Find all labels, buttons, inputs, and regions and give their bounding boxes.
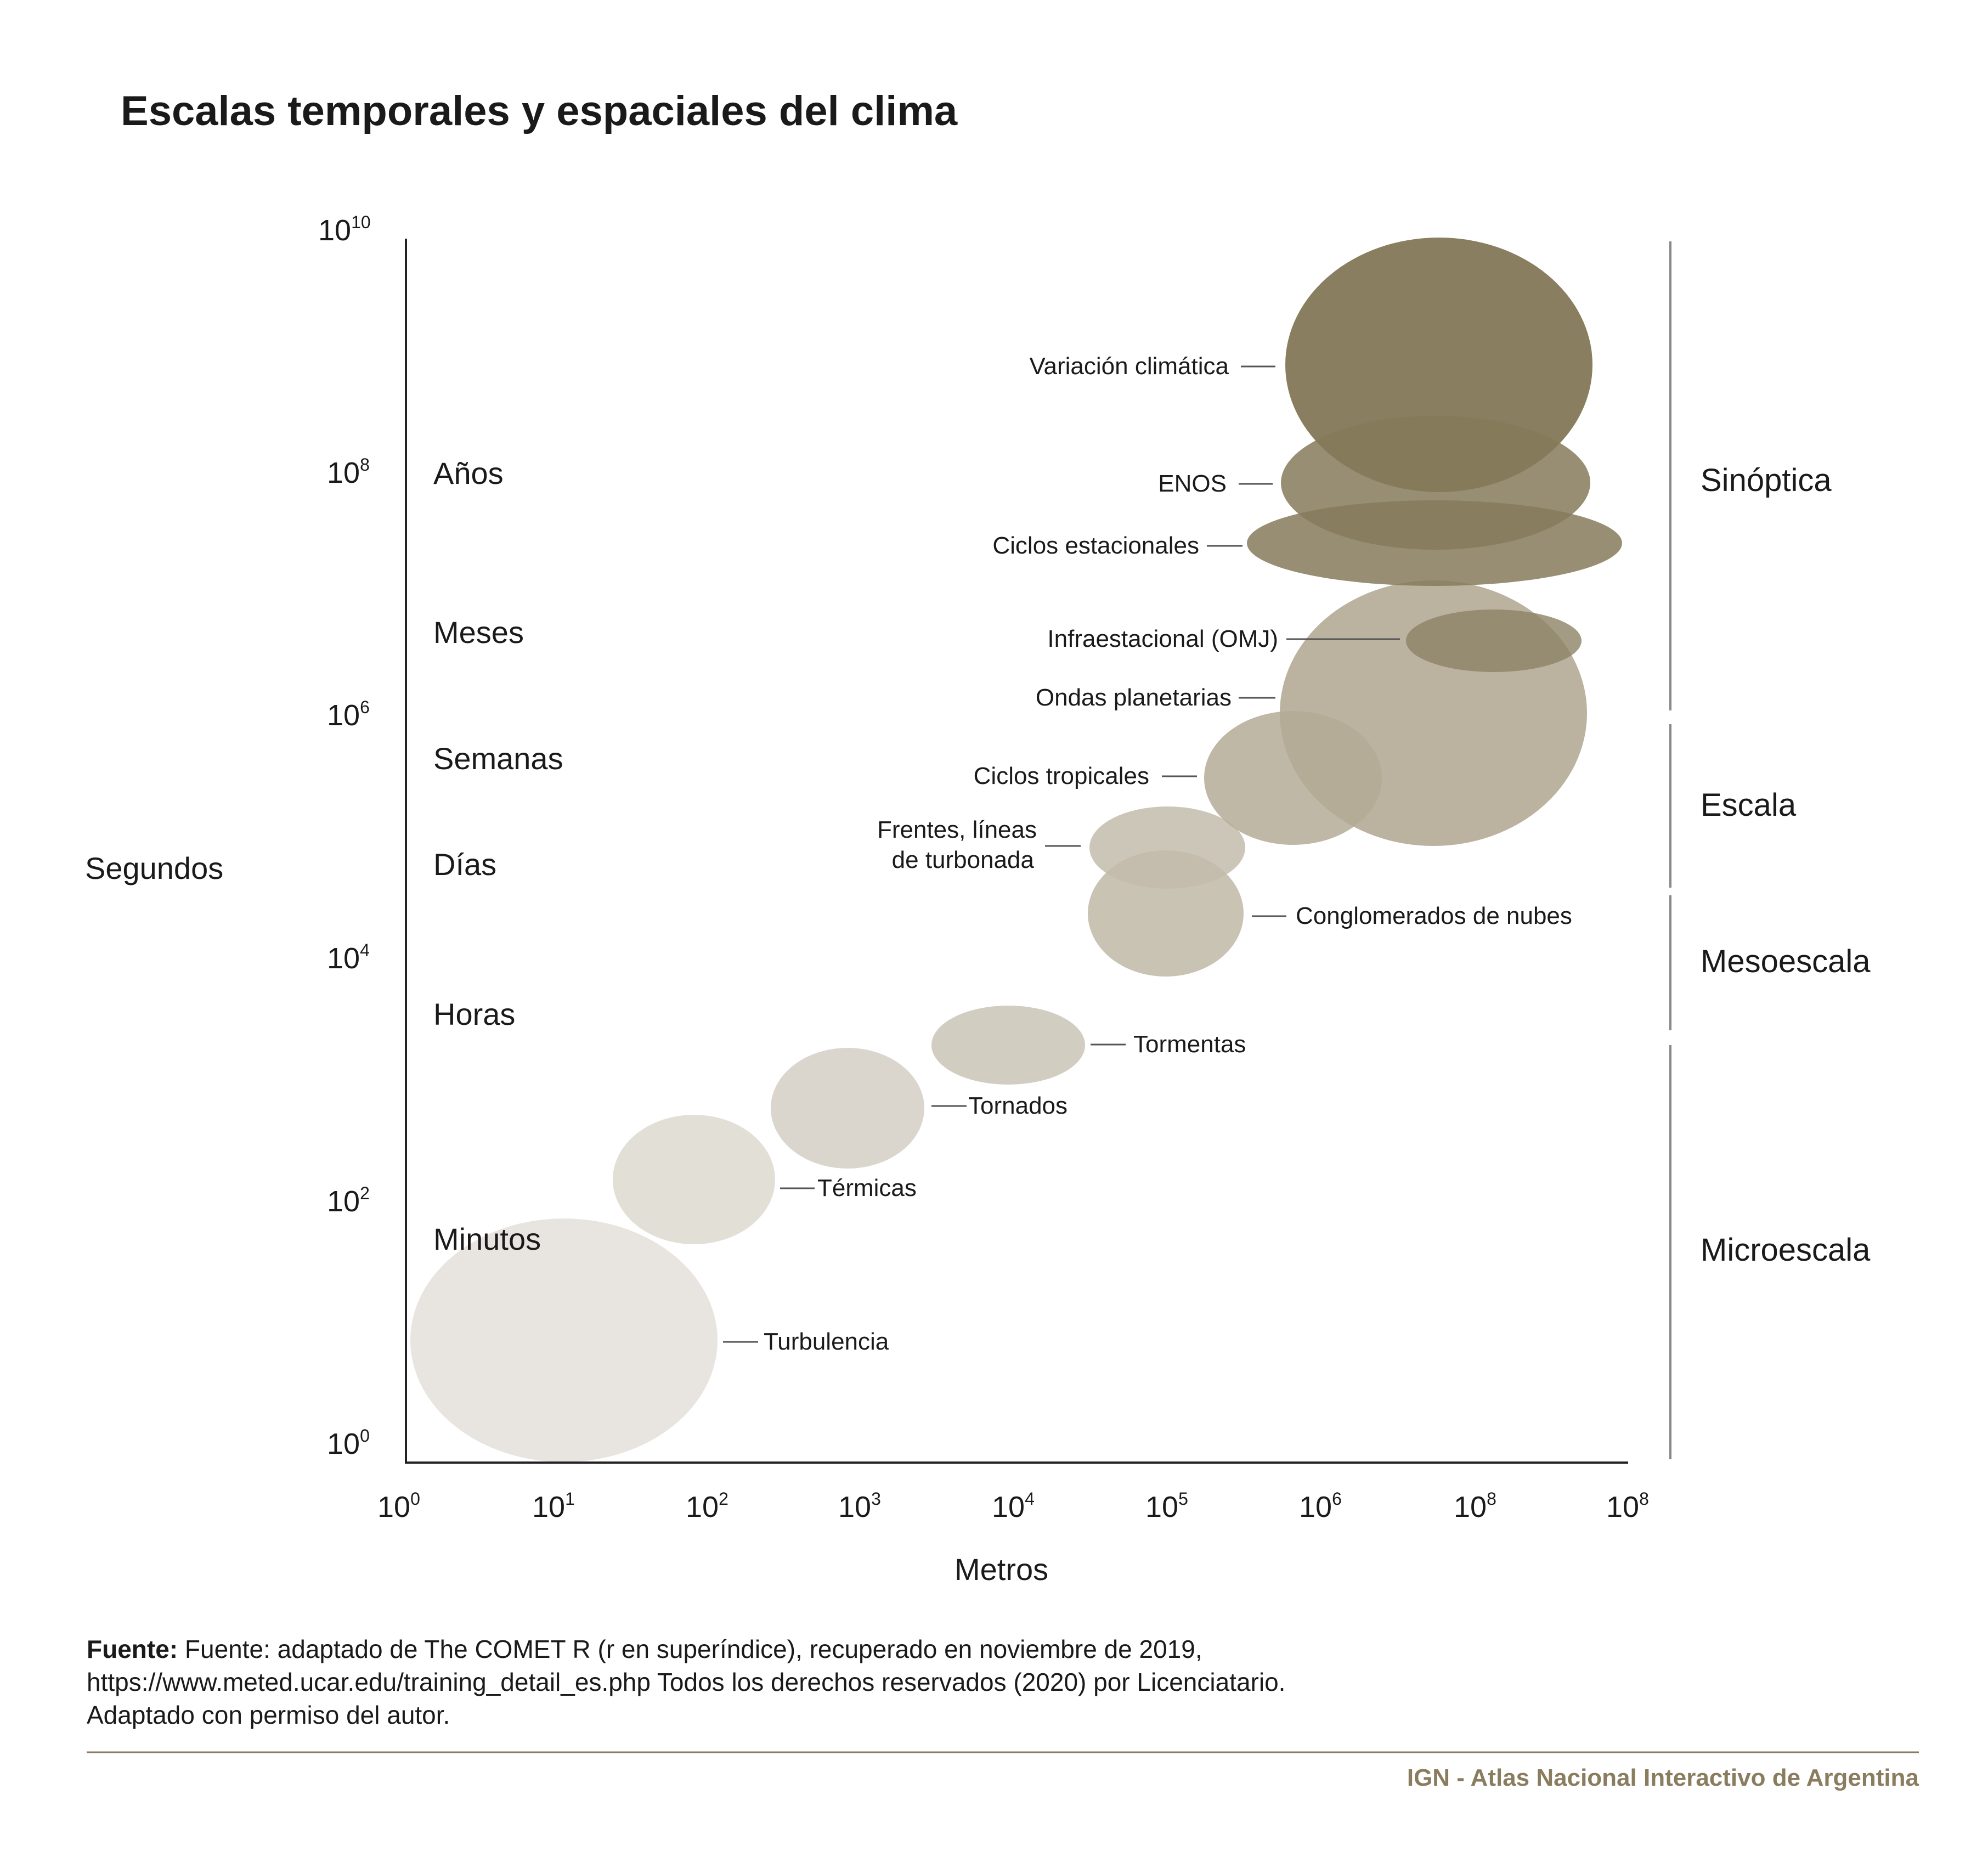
scale-label: Mesoescala <box>1701 944 1871 979</box>
source-note: Fuente: Fuente: adaptado de The COMET R … <box>87 1635 1285 1729</box>
bubble-labels: Variación climática ENOS Ciclos estacion… <box>764 353 1572 1355</box>
bubble-frentes <box>1089 806 1245 889</box>
y-tick-label: 100 <box>327 1426 370 1460</box>
x-tick-label: 102 <box>686 1489 728 1523</box>
bubble-label: Turbulencia <box>764 1328 889 1355</box>
source-line-3: Adaptado con permiso del autor. <box>87 1701 450 1729</box>
time-labels: Años Meses Semanas Días Horas Minutos <box>433 456 563 1256</box>
bubble-label: Tornados <box>968 1092 1068 1119</box>
time-label: Meses <box>433 615 524 650</box>
leader-lines <box>723 365 1400 1343</box>
y-tick-label: 104 <box>327 940 370 975</box>
bubble-label: Ciclos tropicales <box>974 763 1149 789</box>
scale-brackets: Sinóptica Escala Mesoescala Microescala <box>1669 241 1871 1459</box>
x-axis-label: Metros <box>955 1552 1048 1587</box>
bubble-infraestacional <box>1406 610 1582 672</box>
x-tick-label: 106 <box>1299 1489 1342 1523</box>
scale-label: Sinóptica <box>1701 462 1832 498</box>
x-tick-label: 100 <box>377 1489 420 1523</box>
y-tick-label: 1010 <box>318 212 371 247</box>
time-label: Semanas <box>433 741 563 776</box>
source-heading: Fuente: <box>87 1635 178 1663</box>
svg-text:Fuente: Fuente: adaptado de Th: Fuente: Fuente: adaptado de The COMET R … <box>87 1635 1202 1663</box>
footer-credit: IGN - Atlas Nacional Interactivo de Arge… <box>1407 1764 1919 1791</box>
bubble-tornados <box>771 1048 924 1169</box>
page-title: Escalas temporales y espaciales del clim… <box>121 88 958 134</box>
y-tick-label: 102 <box>327 1183 370 1218</box>
y-axis-label: Segundos <box>85 851 223 885</box>
time-label: Años <box>433 456 504 490</box>
bubble-label: ENOS <box>1158 470 1227 497</box>
source-line-2: https://www.meted.ucar.edu/training_deta… <box>87 1668 1285 1696</box>
bubble-tormentas <box>931 1006 1085 1085</box>
x-tick-label: 108 <box>1454 1489 1496 1523</box>
bubble-label: Ondas planetarias <box>1036 684 1232 711</box>
x-tick-label: 104 <box>992 1489 1035 1523</box>
y-tick-labels: 1010 108 106 104 102 100 <box>318 212 371 1460</box>
bubble-termicas <box>613 1115 775 1244</box>
scale-label: Escala <box>1701 787 1797 823</box>
bubbles <box>410 238 1622 1462</box>
bubble-label: Tormentas <box>1133 1031 1246 1058</box>
bubble-label: Variación climática <box>1029 353 1229 380</box>
x-tick-label: 103 <box>838 1489 881 1523</box>
source-line-1: Fuente: adaptado de The COMET R (r en su… <box>178 1635 1202 1663</box>
bubble-label: Conglomerados de nubes <box>1296 902 1572 929</box>
time-label: Días <box>433 847 496 882</box>
bubble-ciclos-estacionales <box>1247 500 1622 586</box>
scale-label: Microescala <box>1701 1232 1871 1268</box>
bubble-label: Térmicas <box>817 1175 917 1201</box>
x-tick-label: 108 <box>1606 1489 1649 1523</box>
bubble-label: Ciclos estacionales <box>992 532 1199 559</box>
time-label: Minutos <box>433 1222 541 1256</box>
bubble-label: de turbonada <box>892 847 1035 873</box>
bubble-turbulencia <box>410 1218 718 1462</box>
y-tick-label: 106 <box>327 697 370 732</box>
x-tick-label: 101 <box>532 1489 575 1523</box>
y-tick-label: 108 <box>327 455 370 489</box>
time-label: Horas <box>433 997 515 1031</box>
bubble-label: Infraestacional (OMJ) <box>1047 625 1278 652</box>
x-tick-labels: 100 101 102 103 104 105 106 108 108 <box>377 1489 1649 1523</box>
x-tick-label: 105 <box>1145 1489 1188 1523</box>
bubble-label: Frentes, líneas <box>877 816 1037 843</box>
